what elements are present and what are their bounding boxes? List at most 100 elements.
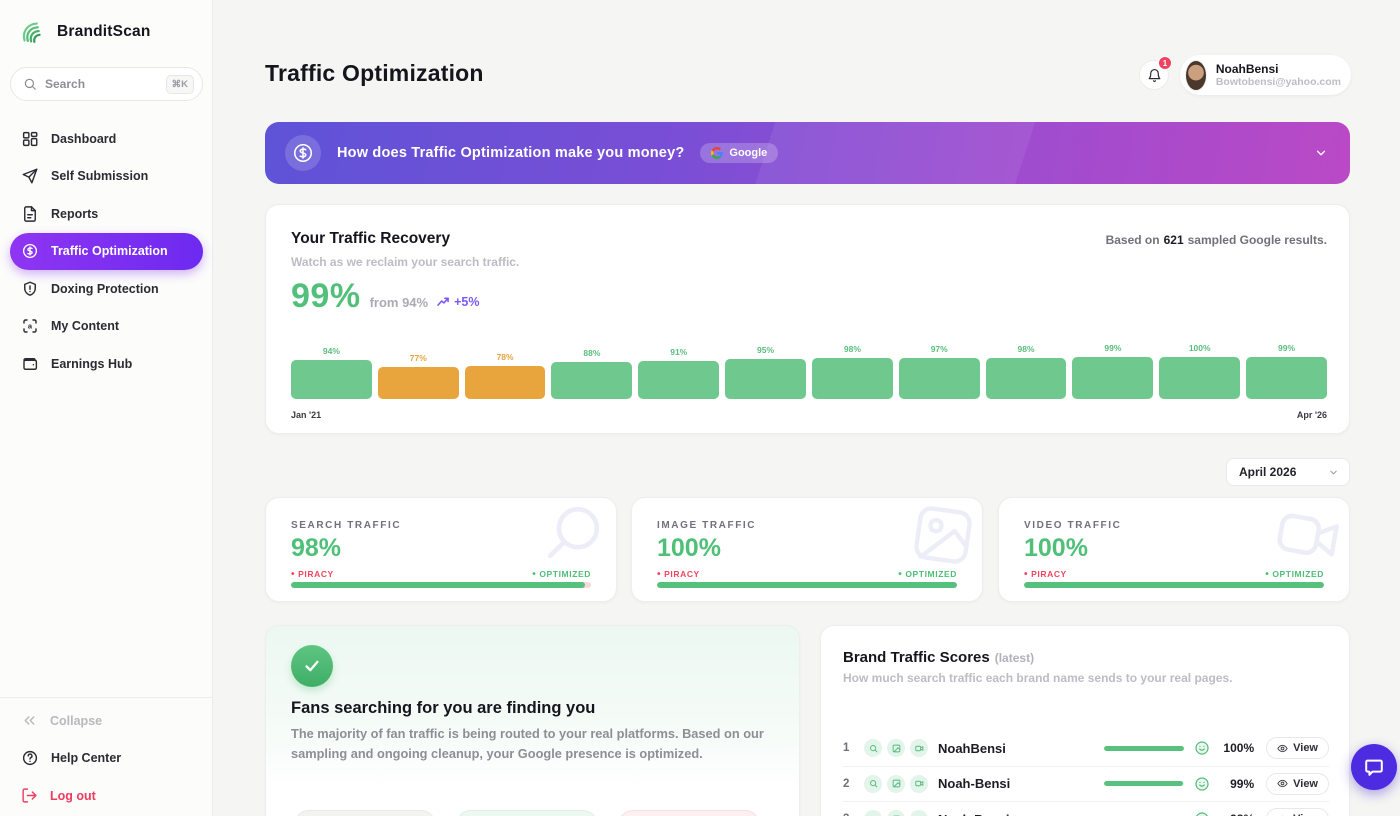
bar-column: 97% <box>898 344 980 399</box>
smiley-icon <box>1194 811 1210 816</box>
video-chip-icon <box>910 774 928 793</box>
bar <box>551 362 633 399</box>
brand-logo[interactable]: BranditScan <box>18 17 151 47</box>
bar-value-label: 88% <box>583 348 601 358</box>
check-circle-icon <box>291 645 333 687</box>
traffic-money-banner[interactable]: How does Traffic Optimization make you m… <box>265 122 1350 184</box>
scores-title-suffix: (latest) <box>994 651 1035 665</box>
bar-column: 91% <box>638 347 720 399</box>
status-body: The majority of fan traffic is being rou… <box>291 726 764 761</box>
bar-column: 95% <box>725 345 806 399</box>
stat-progress-track <box>657 582 957 588</box>
bar <box>725 359 806 399</box>
bell-icon <box>1147 68 1162 83</box>
collapse-button[interactable]: Collapse <box>0 702 213 740</box>
chevron-down-icon <box>1330 470 1337 474</box>
google-g-icon <box>711 147 724 159</box>
recovery-subtitle: Watch as we reclaim your search traffic. <box>291 255 520 269</box>
notification-count-badge: 1 <box>1158 56 1172 70</box>
month-filter-dropdown[interactable]: April 2026 <box>1226 458 1350 486</box>
traffic-recovery-card: Your Traffic Recovery Watch as we reclai… <box>265 204 1350 434</box>
bar-column: 98% <box>811 344 893 399</box>
sidebar-item-doxing-protection[interactable]: Doxing Protection <box>0 270 213 308</box>
chevron-down-icon[interactable] <box>1314 146 1328 160</box>
stat-progress-fill <box>291 582 585 588</box>
stat-label: VIDEO TRAFFIC <box>1024 520 1122 531</box>
optimized-status-card: Fans searching for you are finding you T… <box>265 625 800 816</box>
chat-widget-button[interactable] <box>1351 744 1397 790</box>
sidebar-item-label: Doxing Protection <box>51 281 159 296</box>
search-icon <box>23 77 37 91</box>
sidebar-item-my-content[interactable]: a My Content <box>0 308 213 346</box>
sidebar-item-label: Earnings Hub <box>51 356 133 371</box>
sidebar-item-traffic-optimization[interactable]: Traffic Optimization <box>10 232 203 270</box>
trend-up-icon <box>437 297 449 306</box>
logout-button[interactable]: Log out <box>0 777 213 815</box>
table-row: 3 Noah Bensi 98% View <box>843 802 1329 816</box>
notifications-button[interactable]: 1 <box>1139 56 1172 90</box>
bar-value-label: 98% <box>1017 344 1035 354</box>
row-progress-fill <box>1104 745 1185 751</box>
collapse-icon <box>21 712 38 729</box>
view-button[interactable]: View <box>1266 772 1329 795</box>
google-badge: Google <box>700 143 779 163</box>
sidebar-item-self-submission[interactable]: Self Submission <box>0 158 213 196</box>
row-rank: 1 <box>843 742 850 755</box>
sidebar: BranditScan Search ⌘K Dashboard Self Sub… <box>0 0 213 816</box>
brand-traffic-scores-card: Brand Traffic Scores (latest) How much s… <box>820 625 1350 816</box>
table-row: 2 Noah-Bensi 99% View <box>843 767 1329 802</box>
user-email: Bowtobensi@yahoo.com <box>1215 75 1341 88</box>
pill-button-green[interactable] <box>456 810 598 816</box>
piracy-legend: PIRACY <box>291 569 334 580</box>
bar-value-label: 98% <box>843 344 861 354</box>
bar-column: 88% <box>551 348 633 399</box>
axis-start-label: Jan '21 <box>291 410 322 420</box>
eye-icon <box>1277 744 1288 752</box>
stat-progress-fill <box>1024 582 1324 588</box>
bar-value-label: 78% <box>496 352 514 362</box>
row-progress-track <box>1104 781 1185 787</box>
sidebar-nav: Dashboard Self Submission Reports Traffi… <box>0 120 213 383</box>
image-chip-icon <box>887 810 905 816</box>
status-heading: Fans searching for you are finding you <box>291 699 596 717</box>
sidebar-item-label: Reports <box>51 206 99 221</box>
search-traffic-card: SEARCH TRAFFIC 98% PIRACY OPTIMIZED <box>265 497 617 602</box>
search-input[interactable]: Search ⌘K <box>10 67 203 101</box>
bar <box>898 358 980 399</box>
stat-progress-track <box>291 582 591 588</box>
bar <box>464 366 546 399</box>
bar <box>377 367 459 399</box>
search-chip-icon <box>864 810 882 816</box>
scores-rows: 1 NoahBensi 100% View 2 Noah-Bensi 99% <box>843 731 1329 816</box>
user-menu[interactable]: NoahBensi Bowtobensi@yahoo.com <box>1180 55 1351 95</box>
row-rank: 3 <box>843 813 859 816</box>
bar <box>638 361 720 399</box>
dashboard-icon <box>21 130 39 148</box>
help-center-button[interactable]: Help Center <box>0 740 213 778</box>
sidebar-item-label: Collapse <box>50 713 103 728</box>
table-row: 1 NoahBensi 100% View <box>843 731 1329 767</box>
search-placeholder: Search <box>45 77 86 91</box>
stat-progress-fill <box>657 582 957 588</box>
optimized-legend: OPTIMIZED <box>898 569 957 580</box>
view-button[interactable]: View <box>1266 737 1329 760</box>
smiley-icon <box>1194 776 1210 792</box>
row-rank: 2 <box>843 777 850 790</box>
video-chip-icon <box>910 739 928 758</box>
user-name: NoahBensi <box>1215 61 1279 76</box>
sidebar-item-reports[interactable]: Reports <box>0 195 213 233</box>
recovery-axis: Jan '21 Apr '26 <box>291 410 1327 420</box>
view-button[interactable]: View <box>1266 808 1329 816</box>
bar-column: 99% <box>1246 343 1327 399</box>
sidebar-item-dashboard[interactable]: Dashboard <box>0 120 213 158</box>
bar <box>291 360 372 399</box>
sidebar-item-earnings-hub[interactable]: Earnings Hub <box>0 345 213 383</box>
bar <box>1072 357 1154 399</box>
bar-column: 100% <box>1159 343 1241 399</box>
pill-button-gray[interactable] <box>294 810 436 816</box>
pill-button-red[interactable] <box>618 810 760 816</box>
search-chip-icon <box>864 739 882 758</box>
piracy-legend: PIRACY <box>657 569 700 580</box>
bar <box>811 358 893 399</box>
row-percentage: 99% <box>1230 776 1255 791</box>
